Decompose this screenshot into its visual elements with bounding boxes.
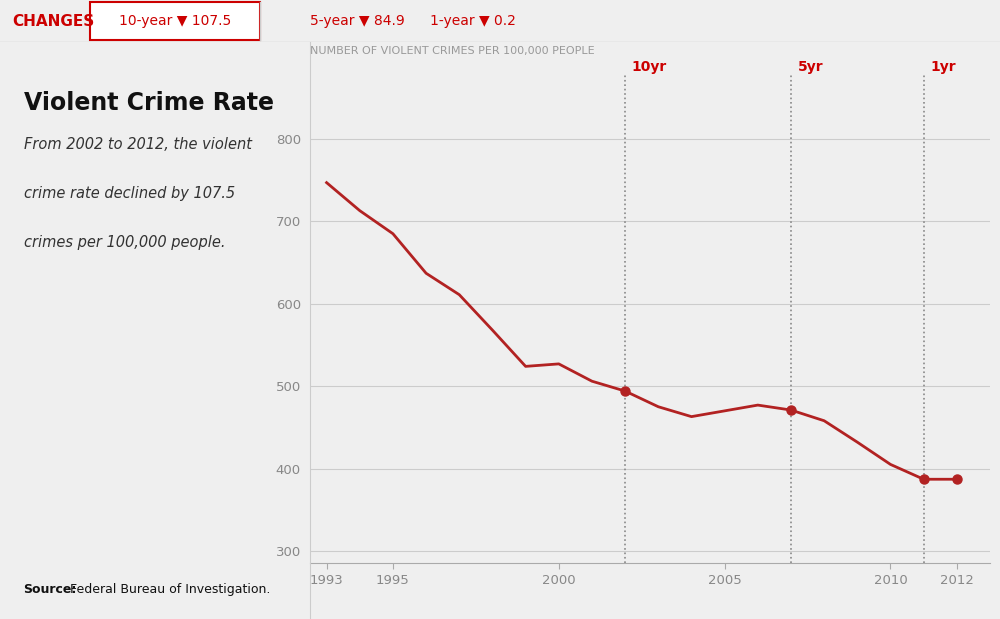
Text: crimes per 100,000 people.: crimes per 100,000 people. [24,235,225,250]
Text: CHANGES: CHANGES [12,14,94,28]
Text: 10yr: 10yr [632,60,667,74]
Text: crime rate declined by 107.5: crime rate declined by 107.5 [24,186,235,201]
Text: 5-year ▼ 84.9: 5-year ▼ 84.9 [310,14,405,28]
Text: NUMBER OF VIOLENT CRIMES PER 100,000 PEOPLE: NUMBER OF VIOLENT CRIMES PER 100,000 PEO… [310,46,595,56]
Bar [90,2,260,40]
Text: 1yr: 1yr [930,60,956,74]
Text: Violent Crime Rate: Violent Crime Rate [24,91,274,115]
Text: 1-year ▼ 0.2: 1-year ▼ 0.2 [430,14,516,28]
Text: Source:: Source: [24,583,77,596]
Text: 5yr: 5yr [798,60,823,74]
Text: 10-year ▼ 107.5: 10-year ▼ 107.5 [119,14,231,28]
Text: From 2002 to 2012, the violent: From 2002 to 2012, the violent [24,137,252,152]
Text: Federal Bureau of Investigation.: Federal Bureau of Investigation. [66,583,271,596]
